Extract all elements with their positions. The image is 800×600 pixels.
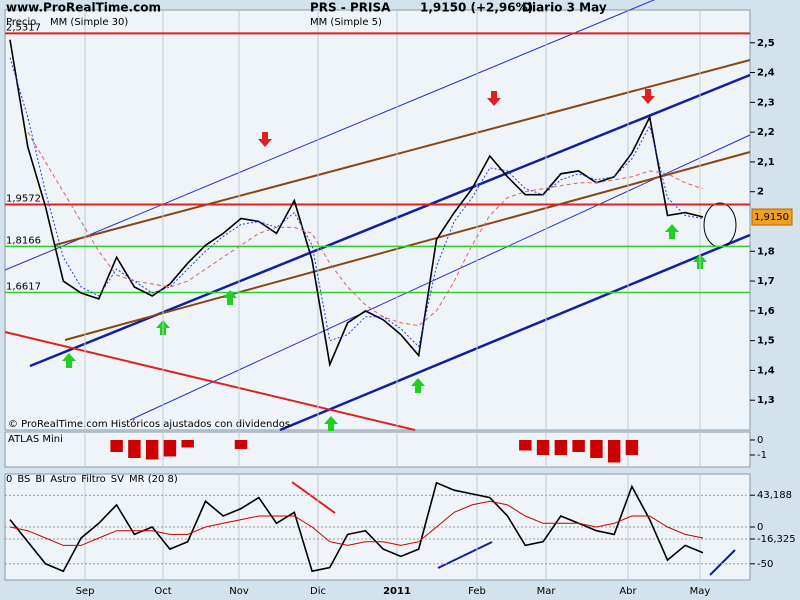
bar	[519, 439, 532, 451]
x-tick-label: May	[690, 586, 711, 597]
legend-entry: Precio	[6, 17, 36, 28]
y-tick-label: 1,7	[757, 276, 775, 287]
x-tick-label: Sep	[76, 586, 95, 597]
level-label: 1,9572	[6, 193, 41, 204]
legend-entry: SV	[111, 474, 124, 485]
x-tick-label: Dic	[310, 586, 326, 597]
arrow	[487, 91, 501, 106]
y-tick-label: 1,6	[757, 306, 775, 317]
bar	[536, 439, 550, 455]
series-line	[9, 500, 704, 546]
y-tick-label: 0	[757, 522, 763, 533]
legend-entry: BI	[35, 474, 45, 485]
y-tick-label: 0	[757, 435, 763, 446]
quote: 1,9150 (+2,96%)	[420, 1, 533, 15]
y-tick-label: 2,2	[757, 127, 775, 138]
bar	[590, 439, 603, 458]
bar	[625, 439, 639, 455]
series-line	[9, 57, 704, 348]
y-tick-label: -1	[757, 450, 767, 461]
y-tick-label: 1,8	[757, 246, 775, 257]
bar	[110, 439, 123, 452]
y-tick-label: 2,4	[757, 68, 775, 79]
x-tick-label: Mar	[537, 586, 557, 597]
y-tick-label: 2,5	[757, 38, 775, 49]
y-tick-label: -50	[757, 559, 773, 570]
arrow	[258, 132, 272, 147]
legend-entry: BS	[17, 474, 30, 485]
main-panel	[4, 9, 751, 431]
arrow	[223, 290, 237, 305]
level-label: 1,8166	[6, 235, 41, 246]
bar	[554, 439, 568, 455]
legend-entry: MM (Simple 5)	[310, 17, 382, 28]
channel-line	[4, 0, 656, 271]
level-label: 1,6617	[6, 281, 41, 292]
price-label: 1,9150	[754, 212, 789, 223]
bar	[607, 439, 621, 463]
y-tick-label: 1,5	[757, 336, 775, 347]
arrow	[291, 481, 336, 514]
footer: © ProRealTime.com Históricos ajustados c…	[8, 418, 290, 430]
symbol: PRS - PRISA	[310, 1, 391, 15]
x-tick-label: 2011	[383, 586, 411, 597]
y-tick-label: 2	[757, 187, 764, 198]
y-tick-label: 43,188	[757, 490, 792, 501]
arrow	[62, 353, 76, 368]
period: Diario 3 May	[522, 1, 607, 15]
legend-entry: MR (20 8)	[129, 474, 178, 485]
legend-entry: Astro	[50, 474, 76, 485]
y-tick-label: -16,325	[757, 534, 796, 545]
x-tick-label: Feb	[468, 586, 486, 597]
price-box	[751, 208, 793, 226]
arrow	[641, 89, 655, 104]
bar	[145, 439, 159, 460]
sell-arrows	[258, 89, 655, 147]
trend-line	[54, 59, 751, 246]
legend-entry: Filtro	[81, 474, 106, 485]
panel-title: ATLAS Mini	[8, 434, 63, 445]
bar	[128, 439, 141, 458]
bar	[572, 439, 585, 452]
bar	[163, 439, 177, 457]
arrow	[665, 224, 679, 239]
x-tick-label: Nov	[229, 586, 249, 597]
site: www.ProRealTime.com	[6, 1, 161, 15]
legend-entry: MM (Simple 30)	[50, 17, 128, 28]
series-line	[9, 481, 704, 573]
decorations	[4, 0, 751, 576]
y-tick-label: 2,1	[757, 157, 775, 168]
y-tick-label: 1,3	[757, 395, 775, 406]
bar	[181, 439, 194, 448]
arrow	[324, 416, 338, 431]
x-tick-label: Oct	[154, 586, 171, 597]
arrow	[411, 378, 425, 393]
arrow	[709, 549, 736, 576]
series-line	[27, 131, 704, 327]
y-tick-label: 2,3	[757, 97, 775, 108]
y-tick-label: 1,4	[757, 365, 775, 376]
bar	[234, 439, 248, 449]
channel-line	[279, 233, 751, 432]
channel-line	[129, 134, 751, 421]
level-label: 2,5317	[6, 22, 41, 33]
legend-entry: 0	[6, 474, 12, 485]
trend-line	[4, 331, 416, 431]
x-tick-label: Abr	[619, 586, 637, 597]
